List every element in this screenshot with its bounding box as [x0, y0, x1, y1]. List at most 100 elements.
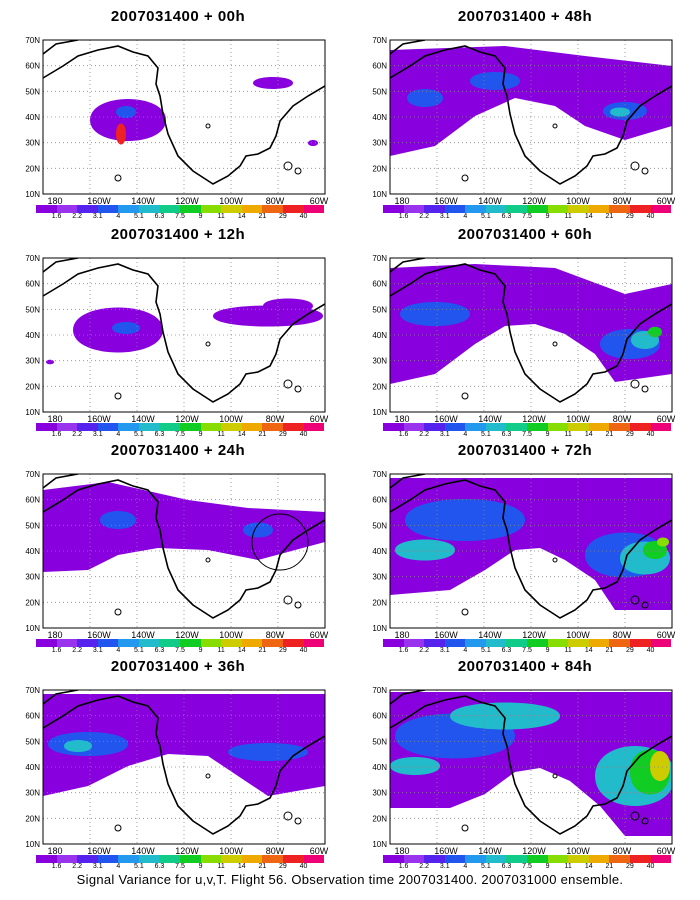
colorbar-swatch [241, 855, 263, 863]
longitude-label: 80W [266, 414, 285, 424]
colorbar-swatch [485, 855, 507, 863]
latitude-label: 20N [25, 814, 40, 823]
island [552, 557, 558, 563]
colorbar-label: 29 [626, 647, 634, 654]
colorbar-swatch [36, 205, 57, 213]
colorbar-swatch [506, 855, 528, 863]
latitude-label: 10N [372, 408, 387, 417]
longitude-label: 180 [394, 196, 409, 206]
longitude-label: 160W [434, 846, 458, 856]
colorbar-swatch [221, 423, 242, 431]
map-panel: 2007031400 + 24h 70N 60N 50N 40N 30N 20N 10N 18… [8, 442, 348, 660]
island [283, 161, 293, 171]
variance-region [390, 757, 440, 775]
longitude-label: 120W [175, 846, 199, 856]
longitude-label: 140W [131, 630, 155, 640]
colorbar-label: 14 [584, 863, 593, 870]
latitude-label: 20N [25, 382, 40, 391]
colorbar-swatch [444, 855, 466, 863]
colorbar-swatch [629, 639, 651, 647]
colorbar-swatch [506, 423, 528, 431]
colorbar-swatch [262, 423, 283, 431]
colorbar-legend: 1.6 2.2 3.1 4 5.1 6.3 7.5 9 11 14 21 29 40 [383, 205, 672, 227]
latitude-label: 50N [372, 305, 387, 314]
latitude-label: 30N [372, 789, 387, 798]
colorbar-label: 29 [626, 863, 634, 870]
colorbar-label: 40 [299, 431, 308, 438]
colorbar-swatch [180, 639, 201, 647]
colorbar-swatch [221, 205, 242, 213]
colorbar-label: 40 [299, 863, 308, 870]
colorbar-swatch [527, 205, 548, 213]
longitude-label: 100W [219, 630, 243, 640]
colorbar-label: 1.6 [398, 647, 409, 654]
colorbar-label: 9 [545, 431, 550, 438]
coastline [43, 40, 79, 55]
colorbar-swatch [56, 855, 78, 863]
colorbar-swatch [506, 205, 528, 213]
longitude-label: 140W [131, 414, 155, 424]
colorbar-swatch [36, 855, 57, 863]
colorbar-label: 11 [564, 213, 572, 220]
colorbar-label: 3.1 [92, 213, 103, 220]
colorbar-label: 3.1 [92, 431, 103, 438]
forecast-map: 70N 60N 50N 40N 30N 20N 10N 180 160W 140W 120W 100W… [25, 254, 328, 424]
longitude-label: 180 [47, 196, 62, 206]
longitude-label: 140W [478, 846, 502, 856]
colorbar-label: 11 [217, 647, 225, 654]
panel-title: 2007031400 + 00h [110, 8, 246, 25]
island [552, 123, 558, 129]
colorbar-label: 1.6 [51, 431, 62, 438]
latitude-label: 40N [372, 331, 387, 340]
colorbar-swatch [424, 423, 445, 431]
colorbar-swatch [527, 423, 548, 431]
longitude-label: 180 [394, 630, 409, 640]
colorbar-swatch [383, 205, 404, 213]
colorbar-label: 3.1 [439, 863, 450, 870]
colorbar-swatch [180, 205, 201, 213]
colorbar-label: 40 [299, 213, 308, 220]
colorbar-swatch [650, 205, 672, 213]
longitude-label: 120W [522, 196, 546, 206]
colorbar-label: 3.1 [92, 863, 103, 870]
longitude-label: 100W [219, 414, 243, 424]
colorbar-swatch [180, 855, 201, 863]
colorbar-label: 5.1 [481, 647, 491, 654]
variance-region [395, 539, 455, 561]
colorbar-swatch [97, 855, 119, 863]
colorbar-label: 2.2 [72, 863, 83, 870]
latitude-label: 70N [372, 254, 387, 263]
colorbar-swatch [180, 423, 201, 431]
colorbar-swatch [200, 855, 222, 863]
colorbar-label: 14 [237, 213, 246, 220]
map-panel: 2007031400 + 84h 70N 60N 50N 40N 30N 20N 10N 18… [355, 658, 695, 876]
colorbar-label: 21 [605, 647, 614, 654]
island [283, 595, 293, 605]
colorbar-swatch [282, 423, 304, 431]
longitude-label: 120W [522, 414, 546, 424]
longitude-label: 160W [87, 630, 111, 640]
latitude-label: 20N [372, 598, 387, 607]
colorbar-label: 5.1 [481, 863, 491, 870]
colorbar-label: 11 [564, 431, 572, 438]
colorbar-swatch [527, 639, 548, 647]
forecast-map: 70N 60N 50N 40N 30N 20N 10N 180 160W 140W 120W 100W… [372, 686, 675, 856]
map-frame [42, 257, 326, 413]
coastline [390, 40, 426, 55]
colorbar-swatch [506, 639, 528, 647]
latitude-label: 60N [25, 712, 40, 721]
latitude-label: 20N [372, 382, 387, 391]
colorbar-swatch [118, 855, 139, 863]
colorbar-swatch [36, 639, 57, 647]
island [205, 341, 211, 347]
variance-region [470, 72, 520, 90]
island [114, 174, 122, 182]
colorbar-swatch [138, 855, 160, 863]
colorbar-swatch [241, 423, 263, 431]
longitude-label: 60W [310, 846, 329, 856]
island [114, 392, 122, 400]
colorbar-label: 40 [646, 647, 655, 654]
latitude-label: 20N [25, 164, 40, 173]
latitude-label: 40N [25, 113, 40, 122]
colorbar-swatch [403, 639, 425, 647]
